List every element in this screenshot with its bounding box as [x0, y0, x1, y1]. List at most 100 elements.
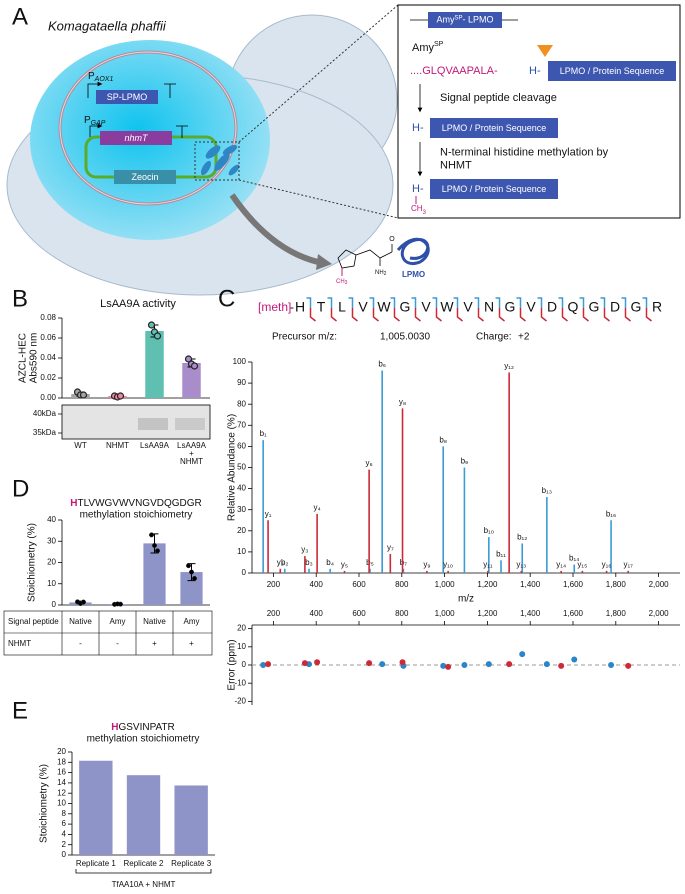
fragment-marker: [558, 297, 564, 308]
cleavage-site: [537, 45, 553, 57]
gene-label: nhmT: [124, 133, 149, 143]
data-point: [81, 599, 86, 605]
data-point: [149, 532, 154, 538]
amine: NH2: [375, 270, 387, 278]
title-text: GSVINPATR: [118, 722, 174, 733]
peak-label: b₆: [378, 360, 386, 369]
amine-text: NH: [375, 270, 384, 276]
peak-label: y₂: [277, 558, 284, 567]
table-cell: Native: [143, 617, 166, 626]
molecule: O NH2 CH3 LPMO: [336, 236, 430, 287]
text-line: NHMT: [180, 457, 203, 466]
y-axis-label: Relative Abundance (%): [227, 414, 238, 521]
secretion-arrow: [229, 193, 319, 265]
panel-letter: E: [12, 697, 28, 724]
methyl-text: CH: [411, 204, 423, 213]
data-point: [445, 663, 452, 670]
data-point: [625, 662, 632, 669]
y-tick-label: 20: [57, 747, 66, 756]
gene-label: SP-LPMO: [107, 92, 148, 102]
peak-label: b₈: [439, 436, 447, 445]
x-tick-label: 2,000: [649, 580, 670, 589]
gene-box: [96, 90, 158, 104]
residue: H: [295, 299, 305, 315]
fragment-marker: [435, 308, 442, 322]
y-tick-label: 10: [57, 799, 66, 808]
panel-letter: B: [12, 285, 28, 312]
construct-box: [428, 12, 502, 28]
residue: L: [338, 299, 346, 315]
y-tick-label: 6: [62, 819, 67, 828]
y-axis-label: Error (ppm): [227, 639, 238, 690]
data-point: [153, 332, 162, 340]
fragment-marker: [327, 297, 333, 308]
y-tick-label: 0: [52, 600, 57, 609]
data-point: [116, 392, 125, 400]
y-tick-label: 20: [47, 558, 56, 567]
bar: [182, 363, 201, 398]
marker-label: Zeocin: [131, 172, 158, 182]
y-tick-label: 10: [47, 579, 56, 588]
y-tick-label: 0: [242, 568, 247, 577]
text-line: NHMT: [440, 159, 472, 171]
x-tick-label: Replicate 3: [171, 859, 212, 868]
fragment-marker: [411, 297, 417, 308]
y-tick-label: 0.00: [40, 393, 56, 402]
data-point: [301, 660, 308, 667]
x-tick-label: 1,200: [477, 580, 498, 589]
fragment-marker: [330, 308, 337, 322]
table-row-label: Signal peptide: [8, 617, 59, 626]
x-tick-label: 1,600: [563, 580, 584, 589]
histidine: H-: [529, 65, 541, 77]
table-cell: -: [79, 639, 82, 648]
peak-label: b₁₆: [606, 509, 616, 518]
data-point: [79, 391, 88, 399]
fragment-marker: [348, 297, 354, 308]
group-label: TfAA10A + NHMT: [112, 880, 176, 889]
y-tick-label: 40: [47, 515, 56, 524]
residue: D: [610, 299, 620, 315]
fragment-marker: [621, 297, 627, 308]
peak-label: b₁₀: [484, 526, 494, 535]
y-tick-label: 0.04: [40, 353, 56, 362]
x-tick-label: 800: [395, 609, 409, 618]
x-tick-label: 1,800: [606, 609, 627, 618]
y-tick-label: 2: [62, 840, 67, 849]
data-point: [186, 563, 191, 569]
y-tick-label: 14: [57, 778, 66, 787]
residue: D: [547, 299, 557, 315]
table-cell: Amy: [184, 617, 200, 626]
precursor-label: Precursor m/z:: [272, 332, 337, 343]
data-point: [155, 548, 160, 554]
peak-label: y₁₆: [602, 560, 612, 569]
amine-sub: 2: [384, 271, 387, 277]
fragment-marker: [432, 297, 438, 308]
bar: [79, 760, 113, 855]
y-tick-label: 30: [237, 505, 246, 514]
data-point: [543, 661, 550, 668]
data-point: [152, 543, 157, 548]
peak-label: y₉: [423, 560, 430, 569]
y-tick-label: 100: [233, 357, 247, 366]
x-axis-label: m/z: [458, 594, 474, 605]
protein-label: LPMO / Protein Sequence: [442, 123, 547, 133]
marker-box: [114, 170, 176, 184]
data-point: [118, 601, 123, 607]
peak-label: y₅: [341, 560, 348, 569]
construct: Amy: [436, 15, 455, 25]
peak-label: y₁₁: [483, 560, 493, 569]
methyl: CH3: [336, 279, 348, 287]
gene-box: [100, 131, 172, 145]
peak-label: y₇: [387, 543, 394, 552]
histidine: H-: [412, 183, 424, 195]
text-line: AZCL-HEC: [17, 333, 28, 383]
peak-label: y₈: [399, 398, 406, 407]
panel-letter: C: [218, 285, 235, 312]
y-tick-label: 40: [237, 484, 246, 493]
residue: V: [421, 299, 431, 315]
x-tick-label: 400: [310, 580, 324, 589]
data-point: [379, 661, 386, 668]
residue: G: [589, 299, 600, 315]
data-point: [184, 355, 193, 363]
